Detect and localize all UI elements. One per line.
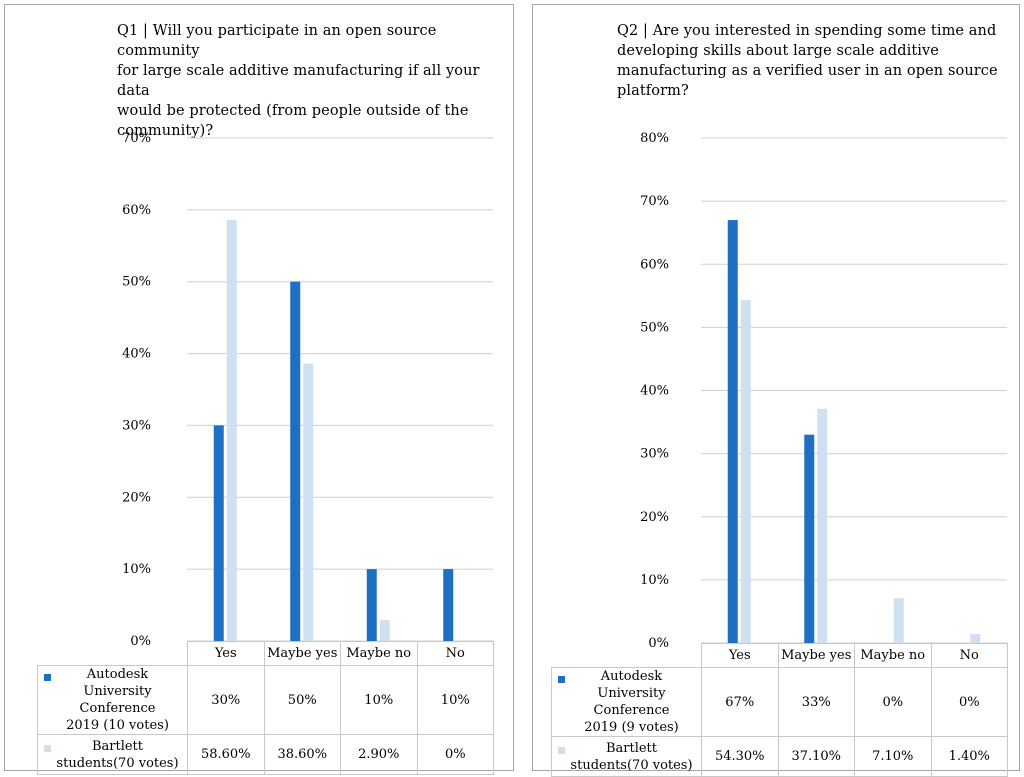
data-value-cell: 67%	[701, 667, 779, 737]
data-value-cell: 37.10%	[777, 736, 855, 777]
legend-swatch	[44, 745, 51, 752]
data-value-cell: 58.60%	[187, 734, 265, 775]
legend-swatch	[44, 674, 51, 681]
chart-panel-q2: Q2 | Are you interested in spending some…	[532, 4, 1020, 777]
y-tick-label: 50%	[122, 275, 151, 290]
y-tick-label: 50%	[640, 320, 669, 335]
chart-title-q1: Q1 | Will you participate in an open sou…	[117, 23, 480, 139]
y-tick-label: 20%	[640, 510, 669, 525]
series-name: Bartlett students(70 votes)	[570, 740, 693, 773]
data-value-cell: 0%	[930, 667, 1008, 737]
bar-series2	[226, 219, 237, 641]
y-tick-label: 60%	[640, 257, 669, 272]
bar-series1	[804, 434, 815, 643]
category-label: No	[416, 641, 494, 666]
bar-series2	[740, 300, 751, 643]
category-label: Yes	[701, 643, 779, 668]
y-tick-label: 10%	[122, 562, 151, 577]
table-row: Bartlett students(70 votes) 58.60% 38.60% 2…	[37, 734, 494, 775]
table-corner	[37, 641, 188, 666]
data-value-cell: 50%	[263, 665, 341, 735]
category-label: Maybe yes	[263, 641, 341, 666]
series-name: Autodesk University Conference 2019 (9 v…	[584, 669, 679, 735]
y-tick-label: 70%	[122, 131, 151, 146]
chart-panel-q1: Q1 | Will you participate in an open sou…	[4, 4, 514, 775]
bar-chart-q1: 0%10%20%30%40%50%60%70%	[122, 131, 493, 649]
data-value-cell: 0%	[854, 667, 932, 737]
table-row: Autodesk University Conference 2019 (10 …	[37, 665, 494, 735]
series-name: Autodesk University Conference 2019 (10 …	[66, 667, 169, 733]
series-name: Bartlett students(70 votes)	[56, 738, 179, 771]
y-tick-label: 80%	[640, 131, 669, 146]
data-value-cell: 7.10%	[854, 736, 932, 777]
chart-title-q2: Q2 | Are you interested in spending some…	[617, 23, 998, 99]
bar-series1	[213, 425, 224, 641]
data-table-q2: Yes Maybe yes Maybe no No Autodesk Universit…	[551, 643, 1008, 777]
y-tick-label: 60%	[122, 203, 151, 218]
bar-series2	[817, 408, 828, 643]
y-tick-label: 40%	[640, 384, 669, 399]
category-label: Yes	[187, 641, 265, 666]
data-value-cell: 38.60%	[263, 734, 341, 775]
y-tick-label: 30%	[640, 447, 669, 462]
data-value-cell: 10%	[340, 665, 418, 735]
bar-series1	[443, 569, 454, 641]
bar-series1	[366, 569, 377, 641]
category-label: Maybe no	[854, 643, 932, 668]
category-label: Maybe no	[340, 641, 418, 666]
bar-series1	[727, 220, 738, 643]
series-legend-cell: Bartlett students(70 votes)	[37, 734, 188, 775]
category-label: No	[930, 643, 1008, 668]
bar-series2	[893, 598, 904, 643]
series-legend-cell: Autodesk University Conference 2019 (10 …	[37, 665, 188, 735]
bar-series2	[379, 620, 390, 641]
bar-series2	[970, 634, 981, 643]
y-tick-label: 70%	[640, 194, 669, 209]
data-value-cell: 2.90%	[340, 734, 418, 775]
bar-series2	[303, 363, 314, 641]
legend-swatch	[558, 747, 565, 754]
series-legend-cell: Autodesk University Conference 2019 (9 v…	[551, 667, 702, 737]
data-value-cell: 1.40%	[930, 736, 1008, 777]
table-row: Autodesk University Conference 2019 (9 v…	[551, 667, 1008, 737]
bar-series1	[290, 281, 301, 641]
y-tick-label: 10%	[640, 573, 669, 588]
bar-chart-q2: 0%10%20%30%40%50%60%70%80%	[640, 131, 1007, 651]
data-value-cell: 33%	[777, 667, 855, 737]
data-value-cell: 10%	[416, 665, 494, 735]
y-tick-label: 30%	[122, 418, 151, 433]
table-corner	[551, 643, 702, 668]
data-table-q1: Yes Maybe yes Maybe no No Autodesk Universit…	[37, 641, 494, 775]
legend-swatch	[558, 676, 565, 683]
data-value-cell: 0%	[416, 734, 494, 775]
data-value-cell: 30%	[187, 665, 265, 735]
category-label: Maybe yes	[777, 643, 855, 668]
y-tick-label: 20%	[122, 490, 151, 505]
data-value-cell: 54.30%	[701, 736, 779, 777]
y-tick-label: 40%	[122, 347, 151, 362]
series-legend-cell: Bartlett students(70 votes)	[551, 736, 702, 777]
table-row: Bartlett students(70 votes) 54.30% 37.10% 7…	[551, 736, 1008, 777]
